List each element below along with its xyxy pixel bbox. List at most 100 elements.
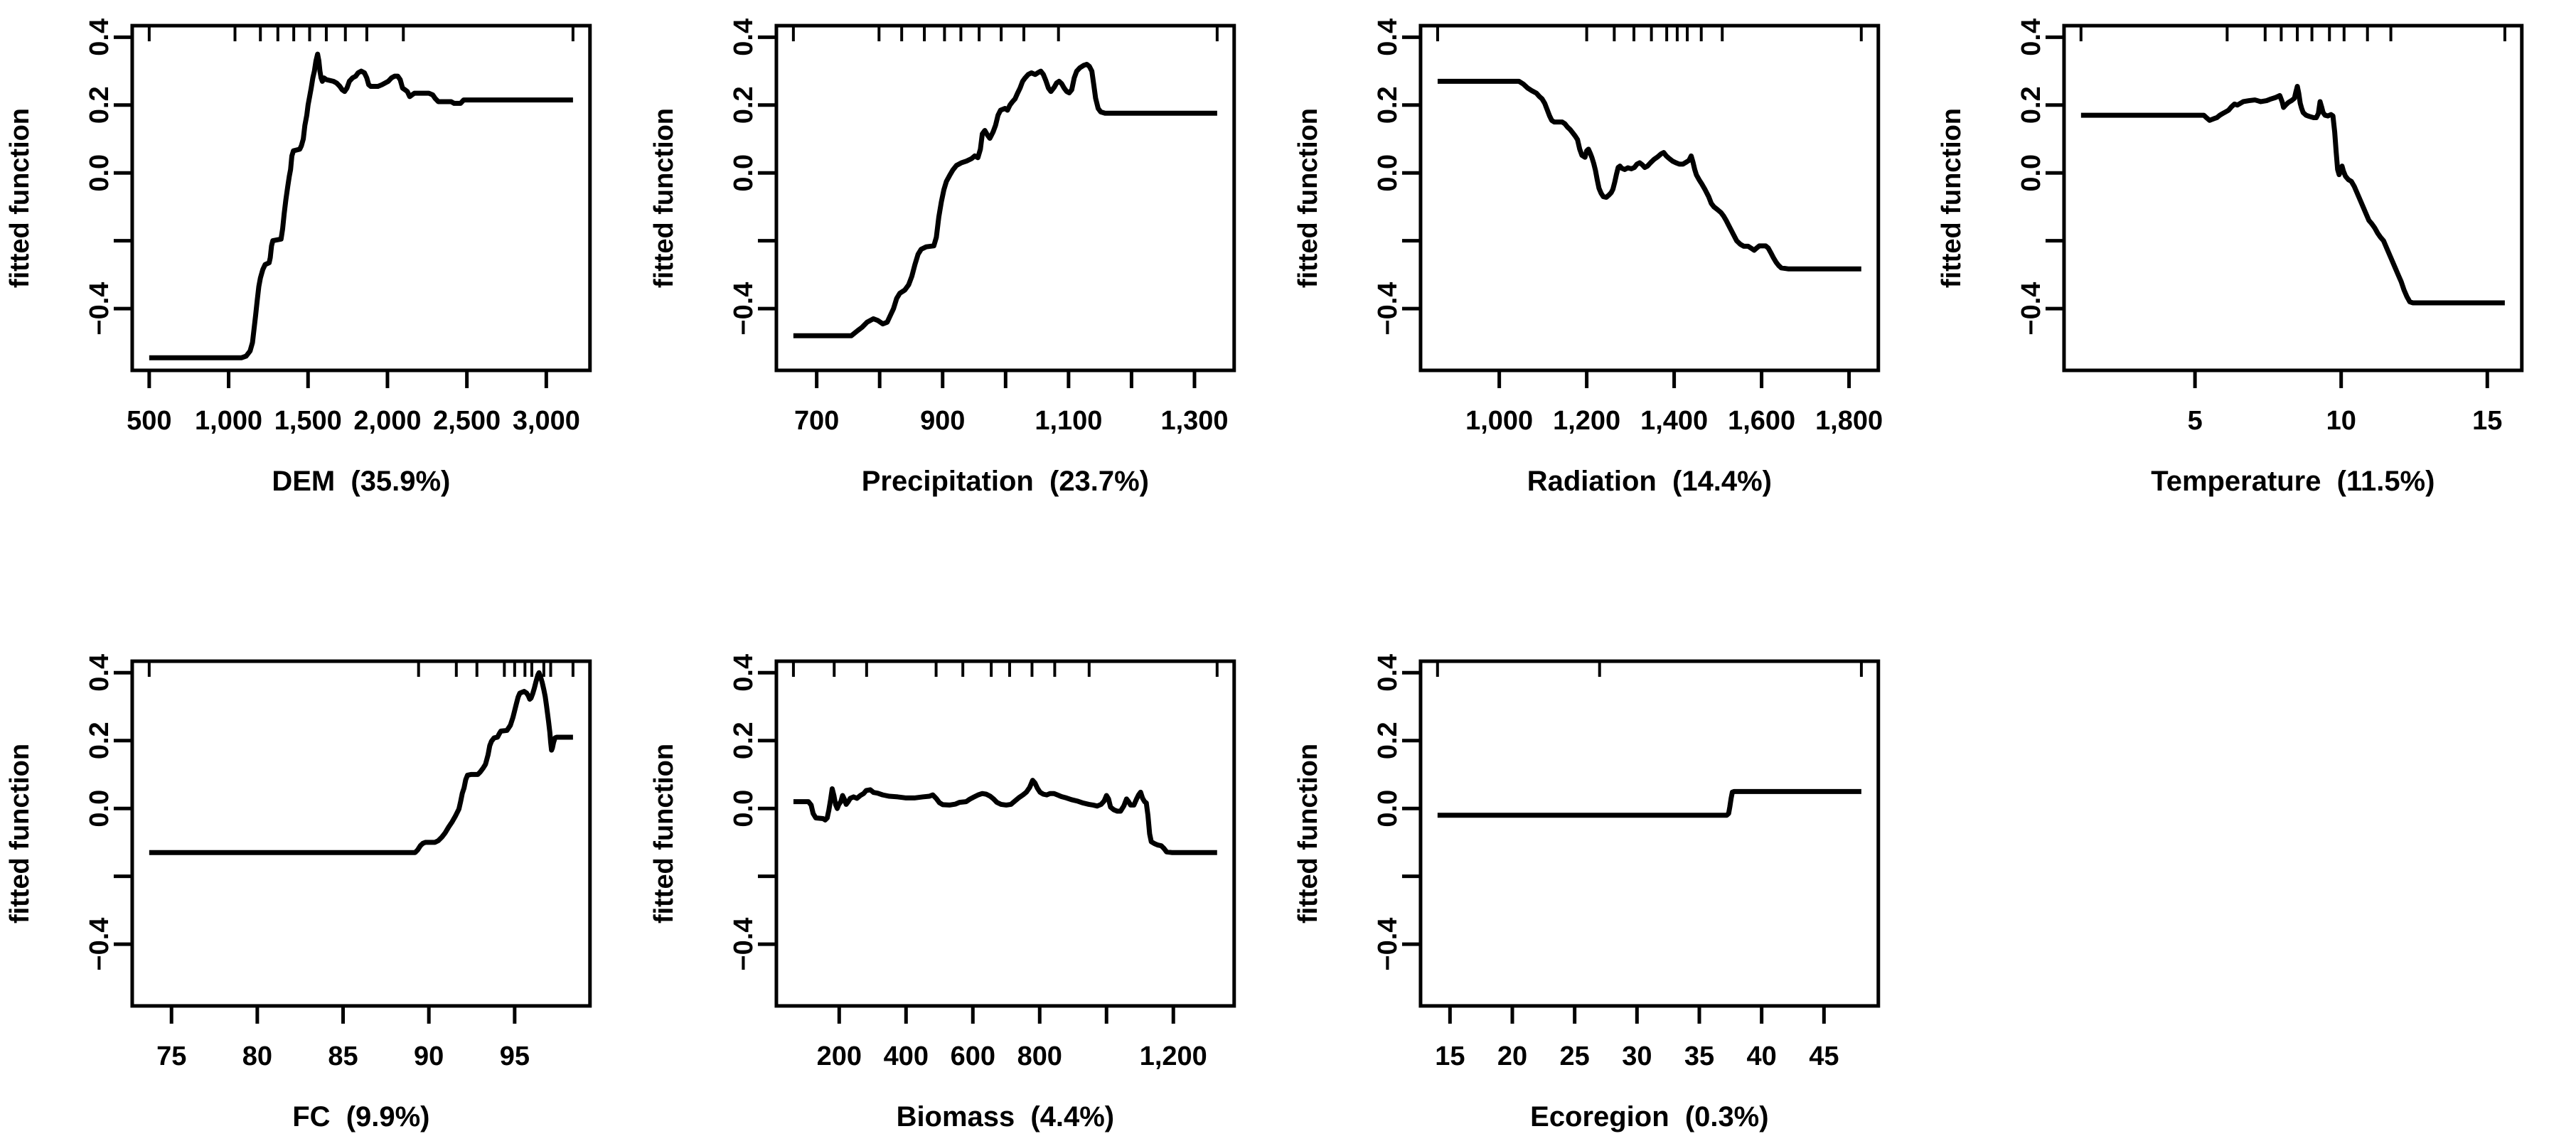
x-axis-tick-label: 1,200 [1139, 1041, 1207, 1071]
x-axis-tick-label: 1,200 [1553, 406, 1620, 436]
x-axis-title: Ecoregion (0.3%) [1530, 1101, 1768, 1132]
y-axis-tick-label: −0.4 [729, 282, 759, 336]
y-axis-tick-label: 0.0 [1372, 154, 1402, 192]
fitted-function-curve [1437, 78, 1861, 272]
y-axis-tick-label: 0.2 [85, 722, 114, 759]
y-axis-tick-label: 0.0 [85, 790, 114, 828]
y-axis-title: fitted function [649, 108, 679, 288]
chart-panel-biomass: 0.4 0.2 0.0 −0.4 200 400 600 800 1,200 Biomass (4… [644, 573, 1288, 1146]
plot-box [2062, 23, 2524, 373]
x-axis-tick-label: 1,000 [195, 406, 262, 436]
x-axis-tick-label: 200 [816, 1041, 861, 1071]
x-axis-tick-label: 3,000 [513, 406, 580, 436]
x-axis-tick-label: 40 [1746, 1041, 1776, 1071]
plot-box [1418, 659, 1880, 1008]
chart-panel-dem: 0.4 0.2 0.0 −0.4 500 1,000 1,500 2,000 2,500 3,00… [0, 0, 644, 573]
y-axis-tick-label: 0.4 [2016, 18, 2046, 56]
x-axis-tick-label: 15 [2472, 406, 2502, 436]
plot-box [130, 23, 592, 373]
x-axis-tick-label: 85 [328, 1041, 358, 1071]
plot-svg-radiation: 0.4 0.2 0.0 −0.4 1,000 1,200 1,400 1,600 1,800 Ra… [1293, 18, 1883, 497]
x-axis-tick-label: 2,000 [353, 406, 421, 436]
x-axis-title: Biomass (4.4%) [896, 1101, 1114, 1132]
chart-panel-temperature: 0.4 0.2 0.0 −0.4 5 10 15 Temperature (11.5%) fit… [1932, 0, 2576, 573]
plot-svg-dem: 0.4 0.2 0.0 −0.4 500 1,000 1,500 2,000 2,500 3,00… [5, 18, 592, 497]
y-axis-tick-label: 0.4 [85, 18, 114, 56]
plot-box [774, 659, 1236, 1008]
y-axis-tick-label: 0.4 [1372, 18, 1402, 56]
plot-box [130, 659, 592, 1008]
y-axis-tick-label: 0.0 [1372, 790, 1402, 828]
plot-svg-biomass: 0.4 0.2 0.0 −0.4 200 400 600 800 1,200 Biomass (4… [649, 654, 1236, 1132]
y-axis-tick-label: 0.2 [2016, 86, 2046, 124]
y-axis-title: fitted function [649, 744, 679, 923]
plot-svg-ecoregion: 0.4 0.2 0.0 −0.4 15 20 25 30 35 40 45 Ecoregion (0.… [1293, 654, 1880, 1132]
fitted-function-curve [1437, 788, 1861, 818]
y-axis-title: fitted function [1937, 108, 1967, 288]
y-axis-tick-label: −0.4 [85, 282, 114, 336]
x-axis-title: FC (9.9%) [292, 1101, 429, 1132]
y-axis-tick-label: 0.2 [85, 86, 114, 124]
plot-svg-temperature: 0.4 0.2 0.0 −0.4 5 10 15 Temperature (11.5%) fit… [1937, 18, 2524, 497]
chart-panel-fc: 0.4 0.2 0.0 −0.4 75 80 85 90 95 FC (9.9%) fitted f… [0, 573, 644, 1146]
y-axis-tick-label: 0.4 [1372, 654, 1402, 692]
x-axis-tick-label: 700 [794, 406, 839, 436]
x-axis-tick-label: 1,500 [274, 406, 342, 436]
x-axis-tick-label: 80 [242, 1041, 272, 1071]
y-axis-tick-label: 0.0 [2016, 154, 2046, 192]
plot-box [774, 23, 1236, 373]
y-axis-tick-label: 0.0 [729, 154, 759, 192]
x-axis-tick-label: 400 [883, 1041, 928, 1071]
x-axis-tick-label: 1,800 [1815, 406, 1883, 436]
x-axis-tick-label: 30 [1622, 1041, 1652, 1071]
x-axis-tick-label: 600 [950, 1041, 995, 1071]
x-axis-tick-label: 1,000 [1465, 406, 1533, 436]
fitted-function-curve [793, 778, 1217, 855]
y-axis-title: fitted function [1293, 744, 1322, 923]
fitted-function-curve [149, 51, 573, 360]
plot-svg-precipitation: 0.4 0.2 0.0 −0.4 700 900 1,100 1,300 Precipitati… [649, 18, 1236, 497]
x-axis-tick-label: 45 [1809, 1041, 1839, 1071]
x-axis-tick-label: 5 [2188, 406, 2203, 436]
y-axis-tick-label: 0.0 [85, 154, 114, 192]
fitted-function-curve [149, 670, 573, 855]
y-axis-tick-label: 0.2 [1372, 86, 1402, 124]
y-axis-tick-label: −0.4 [2016, 282, 2046, 336]
x-axis-tick-label: 900 [920, 406, 965, 436]
y-axis-tick-label: 0.0 [729, 790, 759, 828]
x-axis-tick-label: 25 [1559, 1041, 1589, 1071]
y-axis-tick-label: −0.4 [1372, 282, 1402, 336]
x-axis-tick-label: 20 [1497, 1041, 1527, 1071]
x-axis-title: Temperature (11.5%) [2152, 466, 2435, 497]
plot-box [1418, 23, 1880, 373]
y-axis-tick-label: −0.4 [729, 918, 759, 971]
x-axis-title: Precipitation (23.7%) [861, 466, 1148, 497]
y-axis-tick-label: 0.4 [729, 654, 759, 692]
x-axis-tick-label: 2,500 [433, 406, 501, 436]
y-axis-title: fitted function [5, 744, 35, 923]
y-axis-tick-label: −0.4 [85, 918, 114, 971]
y-axis-tick-label: 0.4 [85, 654, 114, 692]
x-axis-tick-label: 90 [414, 1041, 444, 1071]
x-axis-title: Radiation (14.4%) [1527, 466, 1771, 497]
x-axis-tick-label: 1,300 [1160, 406, 1228, 436]
x-axis-tick-label: 95 [500, 1041, 530, 1071]
y-axis-title: fitted function [1293, 108, 1322, 288]
fitted-function-curve [793, 61, 1217, 338]
x-axis-tick-label: 75 [156, 1041, 186, 1071]
chart-panel-radiation: 0.4 0.2 0.0 −0.4 1,000 1,200 1,400 1,600 1,800 Ra… [1288, 0, 1933, 573]
chart-panel-ecoregion: 0.4 0.2 0.0 −0.4 15 20 25 30 35 40 45 Ecoregion (0.… [1288, 573, 1933, 1146]
x-axis-tick-label: 10 [2326, 406, 2356, 436]
x-axis-tick-label: 1,400 [1640, 406, 1708, 436]
x-axis-tick-label: 35 [1684, 1041, 1714, 1071]
y-axis-tick-label: 0.4 [729, 18, 759, 56]
y-axis-tick-label: 0.2 [729, 722, 759, 759]
y-axis-tick-label: −0.4 [1372, 918, 1402, 971]
fitted-function-curve [2081, 83, 2506, 306]
plot-svg-fc: 0.4 0.2 0.0 −0.4 75 80 85 90 95 FC (9.9%) fitted f… [5, 654, 592, 1132]
x-axis-tick-label: 1,100 [1035, 406, 1102, 436]
x-axis-title: DEM (35.9%) [272, 466, 450, 497]
y-axis-tick-label: 0.2 [1372, 722, 1402, 759]
x-axis-tick-label: 500 [127, 406, 171, 436]
